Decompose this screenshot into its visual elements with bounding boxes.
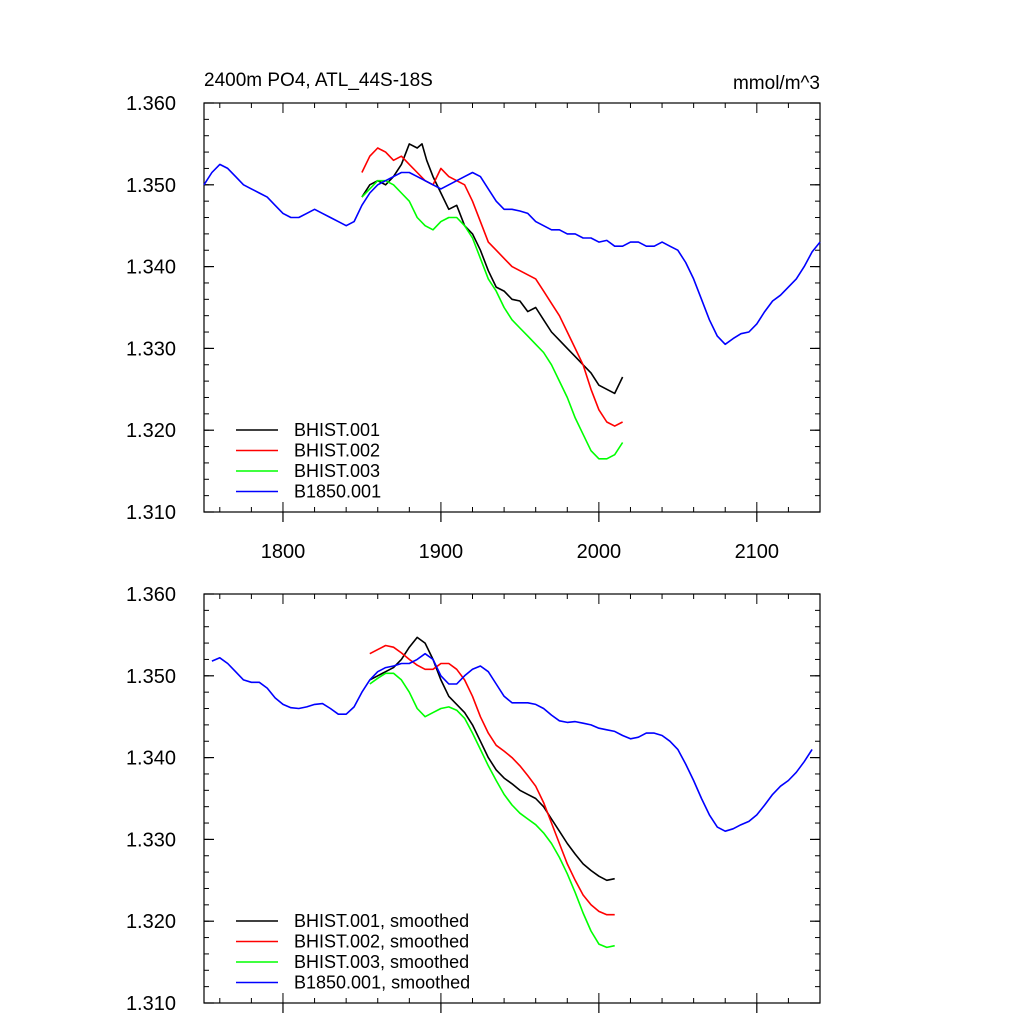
series-line-b1850-001 [203, 163, 821, 346]
legend-label: BHIST.003, smoothed [294, 952, 469, 972]
plot-frame [203, 102, 821, 513]
y-tick-label: 1.310 [126, 993, 176, 1015]
plot-frame [203, 593, 821, 1004]
x-tick-label: 2000 [577, 541, 622, 563]
x-tick-label: 1800 [261, 541, 306, 563]
y-tick-label: 1.330 [126, 338, 176, 360]
legend-label: BHIST.001 [294, 420, 380, 440]
y-tick-label: 1.350 [126, 175, 176, 197]
y-tick-label: 1.320 [126, 911, 176, 933]
bottom-panel: 1.310 1.320 1.330 1.340 1.350 1.360 BHIST.001,… [126, 584, 821, 1015]
series-line-bhist-001 [361, 143, 624, 395]
series-line-b1850-001-smoothed [211, 652, 813, 833]
legend-label: BHIST.001, smoothed [294, 911, 469, 931]
chart-title: 2400m PO4, ATL_44S-18S [204, 70, 433, 91]
series-line-bhist-003-smoothed [369, 672, 615, 949]
y-tick-label: 1.360 [126, 93, 176, 115]
x-tick-label: 1900 [419, 541, 464, 563]
y-tick-label: 1.350 [126, 666, 176, 688]
series-line-bhist-002-smoothed [369, 644, 615, 916]
legend-label: B1850.001 [294, 482, 381, 502]
y-tick-label: 1.320 [126, 420, 176, 442]
legend-label: BHIST.002 [294, 441, 380, 461]
series-line-bhist-001-smoothed [369, 636, 615, 882]
y-tick-label: 1.330 [126, 829, 176, 851]
top-panel: 2400m PO4, ATL_44S-18S mmol/m^3 1.310 1.3… [126, 70, 821, 563]
y-tick-label: 1.360 [126, 584, 176, 606]
legend-label: BHIST.002, smoothed [294, 932, 469, 952]
x-tick-label: 2100 [735, 541, 780, 563]
legend-label: BHIST.003 [294, 461, 380, 481]
y-tick-label: 1.340 [126, 257, 176, 279]
series-line-bhist-003 [361, 179, 624, 460]
y-tick-label: 1.340 [126, 748, 176, 770]
y-tick-label: 1.310 [126, 502, 176, 524]
series-line-bhist-002 [361, 147, 623, 427]
legend-label: B1850.001, smoothed [294, 973, 470, 993]
units-label: mmol/m^3 [733, 73, 820, 94]
